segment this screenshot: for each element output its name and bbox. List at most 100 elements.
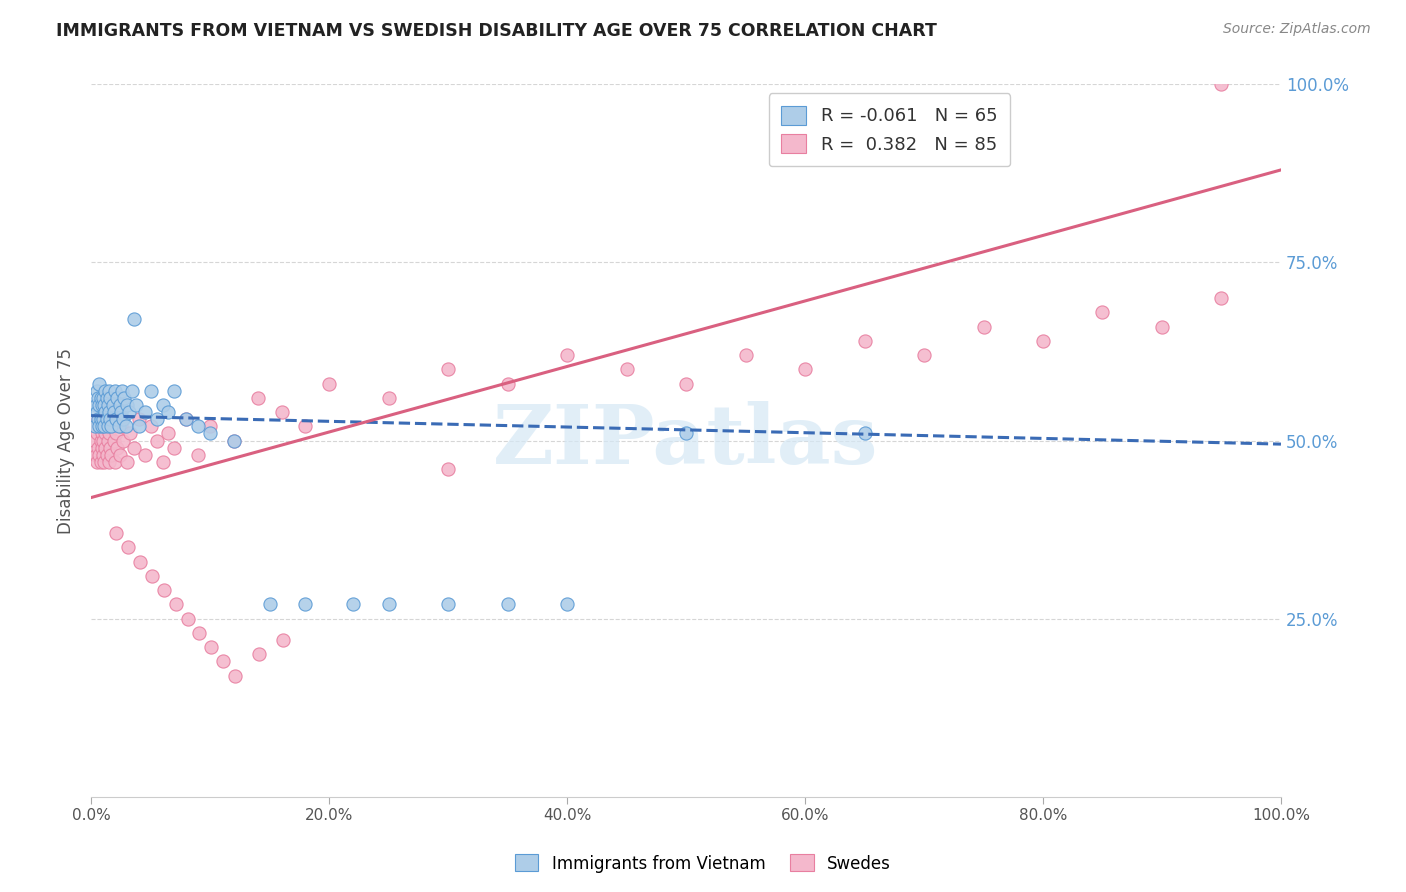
Point: [125, 398, 148, 412]
Point: [90, 391, 112, 405]
Point: [96, 412, 118, 426]
Legend: R = -0.061   N = 65, R =  0.382   N = 85: R = -0.061 N = 65, R = 0.382 N = 85: [769, 94, 1010, 167]
Point: [188, 625, 211, 640]
Text: IMMIGRANTS FROM VIETNAM VS SWEDISH DISABILITY AGE OVER 75 CORRELATION CHART: IMMIGRANTS FROM VIETNAM VS SWEDISH DISAB…: [56, 22, 938, 40]
Point: [122, 312, 145, 326]
Point: [1211, 78, 1233, 92]
Point: [128, 412, 150, 426]
Point: [107, 419, 129, 434]
Point: [152, 398, 174, 412]
Point: [163, 441, 186, 455]
Point: [139, 419, 162, 434]
Point: [616, 362, 638, 376]
Point: [100, 448, 122, 462]
Point: [117, 541, 139, 555]
Point: [87, 412, 110, 426]
Point: [794, 362, 817, 376]
Point: [97, 419, 120, 434]
Point: [853, 426, 876, 441]
Point: [89, 398, 111, 412]
Point: [437, 462, 460, 476]
Point: [90, 398, 112, 412]
Point: [212, 654, 235, 668]
Point: [91, 412, 114, 426]
Point: [94, 426, 117, 441]
Point: [176, 412, 198, 426]
Point: [128, 419, 150, 434]
Point: [90, 455, 112, 469]
Point: [377, 391, 399, 405]
Point: [87, 391, 110, 405]
Point: [114, 419, 136, 434]
Point: [198, 419, 221, 434]
Point: [93, 455, 115, 469]
Point: [675, 376, 697, 391]
Point: [247, 647, 270, 661]
Point: [437, 362, 460, 376]
Point: [152, 455, 174, 469]
Point: [270, 405, 292, 419]
Point: [86, 426, 108, 441]
Point: [98, 405, 121, 419]
Point: [91, 391, 114, 405]
Text: Source: ZipAtlas.com: Source: ZipAtlas.com: [1223, 22, 1371, 37]
Point: [141, 569, 163, 583]
Point: [103, 405, 125, 419]
Point: [98, 412, 121, 426]
Point: [96, 391, 118, 405]
Point: [187, 448, 209, 462]
Point: [86, 384, 108, 398]
Point: [87, 412, 110, 426]
Point: [222, 434, 245, 448]
Point: [93, 419, 115, 434]
Point: [98, 455, 121, 469]
Point: [86, 405, 108, 419]
Point: [271, 632, 294, 647]
Point: [89, 376, 111, 391]
Point: [110, 419, 132, 434]
Point: [87, 441, 110, 455]
Point: [84, 448, 107, 462]
Point: [89, 419, 111, 434]
Point: [94, 441, 117, 455]
Point: [90, 412, 112, 426]
Point: [111, 384, 134, 398]
Point: [152, 583, 174, 598]
Point: [129, 555, 152, 569]
Point: [1032, 334, 1054, 348]
Point: [91, 448, 114, 462]
Point: [105, 441, 128, 455]
Point: [104, 455, 127, 469]
Point: [84, 419, 107, 434]
Point: [187, 419, 209, 434]
Point: [96, 448, 118, 462]
Point: [94, 405, 117, 419]
Point: [259, 598, 281, 612]
Point: [105, 412, 128, 426]
Point: [912, 348, 935, 362]
Point: [93, 398, 115, 412]
Point: [145, 434, 167, 448]
Point: [94, 384, 117, 398]
Point: [134, 405, 156, 419]
Point: [496, 598, 519, 612]
Point: [98, 391, 121, 405]
Point: [157, 426, 180, 441]
Point: [163, 384, 186, 398]
Point: [675, 426, 697, 441]
Point: [118, 405, 141, 419]
Point: [377, 598, 399, 612]
Point: [98, 412, 121, 426]
Point: [90, 434, 112, 448]
Point: [90, 441, 112, 455]
Point: [437, 598, 460, 612]
Point: [98, 441, 121, 455]
Point: [318, 376, 340, 391]
Point: [145, 412, 167, 426]
Text: ZIPatlas: ZIPatlas: [494, 401, 879, 481]
Point: [165, 598, 187, 612]
Point: [105, 426, 128, 441]
Point: [97, 434, 120, 448]
Point: [853, 334, 876, 348]
Point: [103, 434, 125, 448]
